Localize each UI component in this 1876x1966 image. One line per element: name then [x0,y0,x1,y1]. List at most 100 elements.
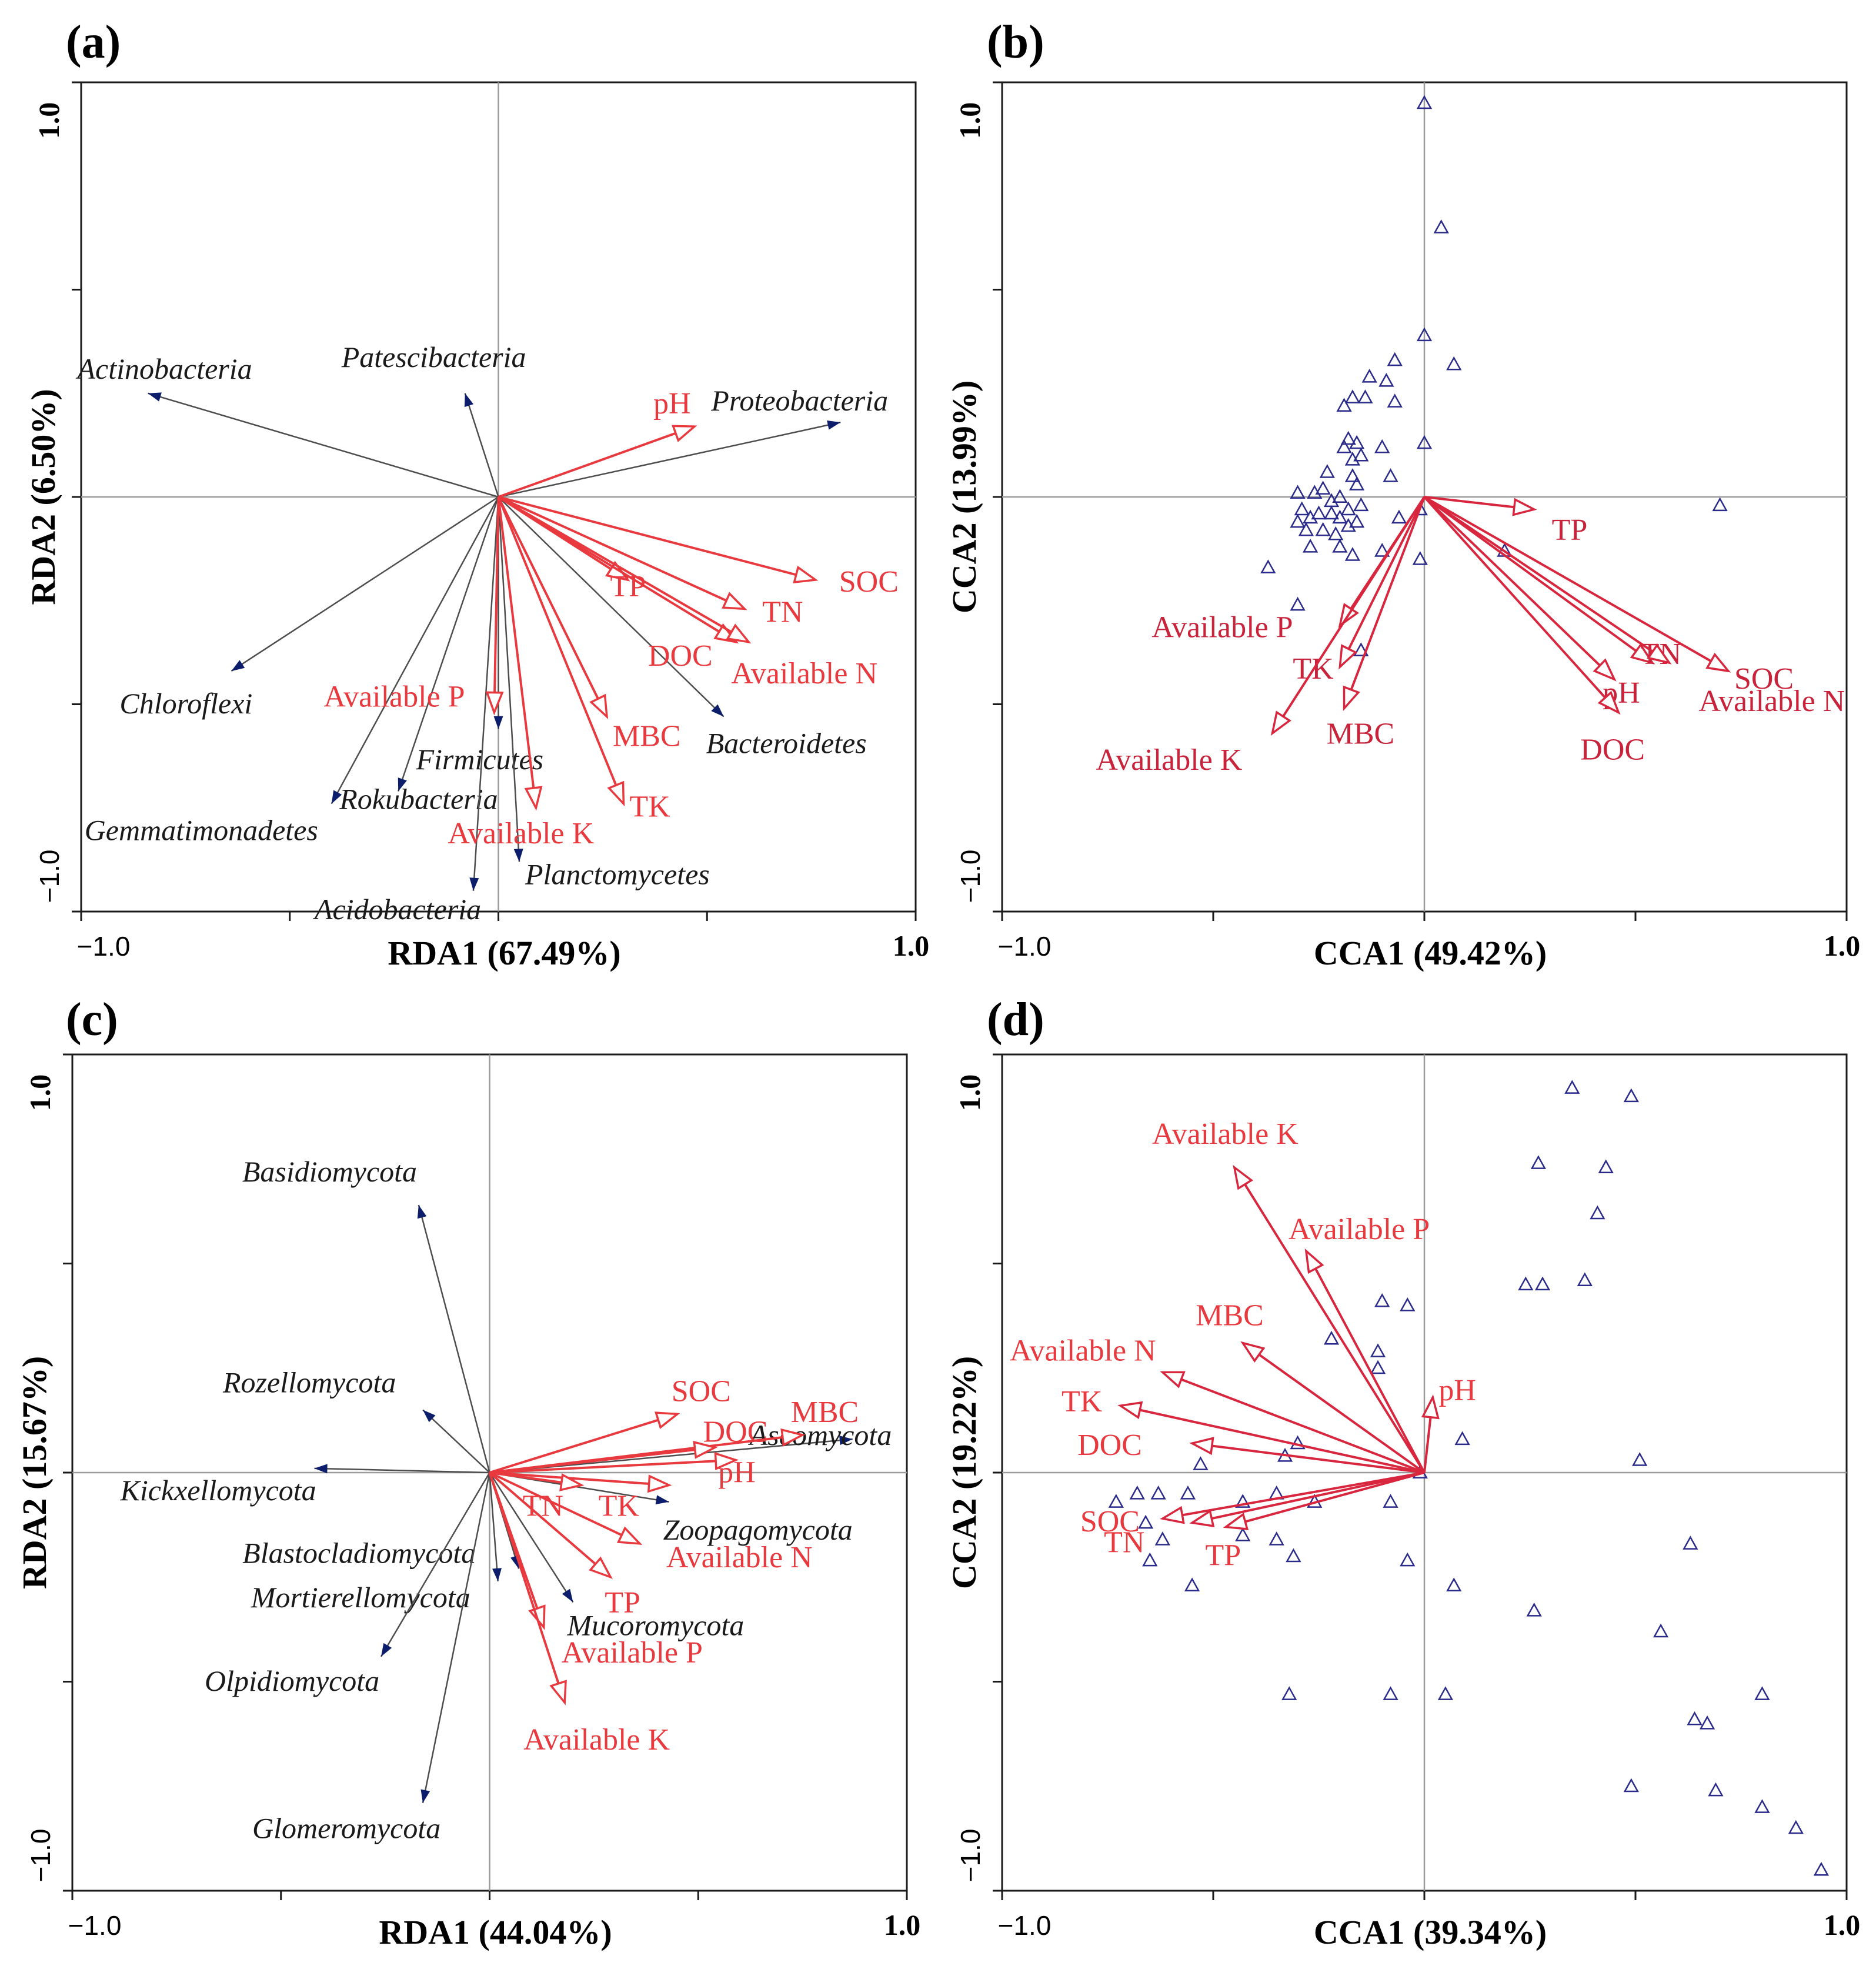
sample-point [1374,439,1390,453]
sample-point [1598,1159,1614,1174]
y-axis-title: CCA2 (19.22%) [945,1356,983,1589]
sample-point [1315,480,1331,495]
sample-point [1754,1686,1770,1700]
sample-point [1526,1603,1542,1617]
sample-point [1235,1494,1251,1508]
environment-arrowhead [1189,1437,1214,1456]
environment-vector [1226,1471,1425,1528]
y-tick-label: −1.0 [955,850,986,903]
x-tick-label: −1.0 [998,931,1052,962]
environment-arrowhead [1240,1341,1266,1363]
sample-point [1437,1686,1454,1700]
sample-point [1653,1623,1669,1638]
environment-arrowhead [1338,644,1358,670]
taxon-arrowhead [314,1464,328,1474]
environment-arrowhead [589,1556,613,1579]
environment-arrowhead [1304,1248,1324,1274]
environment-label: Available P [1289,1213,1430,1246]
sample-point [1340,430,1356,445]
y-axis-title: CCA2 (13.99%) [945,380,983,613]
x-axis-title: CCA1 (49.42%) [1314,934,1547,972]
environment-arrowhead [1343,685,1360,712]
taxon-arrowhead [420,1789,430,1803]
environment-label: SOC [1734,662,1794,696]
sample-point [1378,373,1394,387]
taxon-label: Rokubacteria [339,783,498,816]
taxon-arrowhead [398,777,407,792]
y-tick-label: 1.0 [24,1074,56,1111]
sample-point [1332,489,1348,503]
taxon-arrowhead [827,420,841,430]
environment-vector [1271,496,1426,734]
environment-label: pH [653,387,691,420]
environment-vector [1423,496,1653,664]
sample-point [1137,1514,1154,1529]
environment-label: pH [718,1456,756,1490]
x-axis-title: RDA1 (44.04%) [379,1913,612,1951]
environment-label: MBC [613,720,681,753]
taxon-arrowhead [711,704,724,717]
environment-arrowhead [1270,710,1291,736]
sample-point [1400,1297,1416,1311]
sample-point [1235,1527,1251,1541]
taxon-label: Actinobacteria [76,352,252,385]
taxon-label: Mortierellomycota [251,1581,470,1614]
taxon-arrowhead [331,790,342,804]
taxon-vector [398,496,499,792]
sample-point [1518,1276,1534,1291]
sample-point [1788,1820,1804,1834]
environment-arrowhead [655,1411,680,1429]
sample-point [1446,356,1462,370]
environment-vector [1162,1471,1425,1520]
environment-vector [498,425,695,498]
environment-label: Available K [523,1723,670,1757]
sample-point [1311,505,1327,520]
taxon-vector [489,1472,499,1581]
environment-arrowhead [1512,498,1537,516]
y-axis-title: RDA2 (15.67%) [15,1356,54,1589]
panel-label: (b) [987,16,1044,68]
sample-point [1361,368,1377,383]
panel-a: (a) RDA biplot of bacterial phyla and soi… [24,16,929,972]
taxon-arrowhead [464,393,474,408]
environment-label: TP [1206,1538,1241,1572]
taxon-arrowhead [513,848,523,862]
sample-point [1184,1577,1200,1592]
taxon-vector [231,496,499,672]
sample-point [1344,547,1361,561]
taxon-vector [380,1472,490,1657]
x-tick-label: −1.0 [68,1910,122,1941]
environment-arrowhead [559,1473,585,1491]
environment-label: DOC [648,639,713,673]
sample-point [1370,1343,1386,1357]
taxon-arrowhead [839,1436,853,1446]
taxon-label: Gemmatimonadetes [85,814,318,847]
environment-label: MBC [1327,717,1395,751]
taxon-vector [422,1409,490,1473]
environment-arrowhead [1593,658,1617,682]
sample-point [1383,1686,1398,1700]
sample-point [1319,464,1335,478]
environment-label: Available P [562,1636,703,1670]
taxon-label: Bacteroidetes [706,727,867,760]
environment-label: DOC [1580,733,1645,767]
sample-point [1564,1080,1580,1094]
environment-label: TN [762,595,803,629]
environment-vector [493,496,500,713]
environment-vector [1120,1404,1425,1474]
sample-point [1374,543,1390,557]
taxon-vector [331,496,499,805]
environment-vector [1305,1250,1426,1473]
sample-point [1269,1531,1284,1546]
sample-point [1353,447,1369,462]
sample-point [1298,522,1314,536]
sample-point [1383,468,1398,482]
sample-point [1699,1715,1715,1730]
sample-point [1412,551,1428,565]
environment-arrowhead [1160,1506,1185,1524]
sample-point [1387,393,1403,408]
sample-point [1623,1088,1639,1103]
taxon-arrowhead [492,1568,502,1581]
sample-point [1348,435,1365,449]
